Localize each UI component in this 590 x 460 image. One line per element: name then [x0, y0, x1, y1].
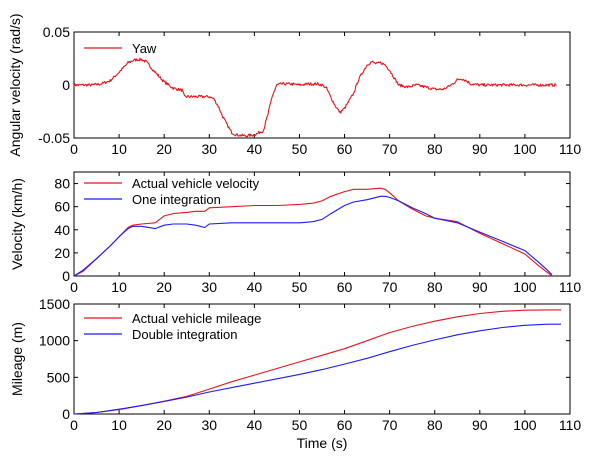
- x-tick-label: 0: [70, 141, 78, 157]
- x-tick-label: 60: [337, 141, 353, 157]
- x-tick-label: 0: [70, 279, 78, 295]
- x-tick-label: 60: [337, 417, 353, 433]
- x-tick-label: 70: [382, 141, 398, 157]
- y-tick-label: -0.05: [38, 130, 70, 146]
- series-line-2: [73, 323, 561, 415]
- panel-2: 0 10 20 30 40 50 60 70 80 90 100 110 0 20 40 60 80 Veloci…: [9, 171, 582, 295]
- x-tick-label: 90: [472, 279, 488, 295]
- x-tick-label: 100: [513, 141, 537, 157]
- x-tick-label: 80: [427, 141, 443, 157]
- x-tick-label: 100: [513, 417, 537, 433]
- x-tick-label: 50: [292, 141, 308, 157]
- y-tick-label: 0: [62, 406, 70, 422]
- axes-frame: [73, 303, 571, 415]
- series-line-1: [73, 187, 553, 277]
- y-axis-label: Angular velocity (rad/s): [7, 13, 23, 156]
- x-tick-label: 0: [70, 417, 78, 433]
- x-tick-label: 40: [247, 279, 263, 295]
- y-tick-label: 0: [62, 268, 70, 284]
- series-line-2: [73, 195, 553, 277]
- legend: Yaw: [84, 41, 157, 56]
- x-tick-label: 70: [382, 417, 398, 433]
- legend-label: Double integration: [132, 327, 238, 342]
- x-tick-label: 50: [292, 279, 308, 295]
- legend-label: One integration: [132, 192, 221, 207]
- x-tick-label: 10: [111, 417, 127, 433]
- y-axis-label: Velocity (km/h): [9, 178, 25, 270]
- y-tick-label: 20: [54, 245, 70, 261]
- y-axis-label: Mileage (m): [9, 322, 25, 396]
- legend-label: Yaw: [132, 41, 157, 56]
- y-tick-label: 80: [54, 176, 70, 192]
- x-tick-label: 110: [559, 279, 582, 295]
- legend-label: Actual vehicle mileage: [132, 311, 261, 326]
- x-tick-label: 20: [156, 279, 172, 295]
- y-tick-label: 500: [47, 369, 71, 385]
- y-tick-label: 40: [54, 222, 70, 238]
- y-tick-label: 1500: [39, 296, 70, 312]
- series-line-1: [73, 57, 557, 138]
- y-tick-label: 60: [54, 199, 70, 215]
- x-tick-label: 20: [156, 417, 172, 433]
- legend-label: Actual vehicle velocity: [132, 176, 260, 191]
- x-tick-label: 90: [472, 417, 488, 433]
- x-tick-label: 50: [292, 417, 308, 433]
- x-tick-label: 10: [111, 279, 127, 295]
- x-tick-label: 80: [427, 279, 443, 295]
- y-tick-label: 0: [62, 77, 70, 93]
- x-tick-label: 110: [559, 417, 582, 433]
- x-tick-label: 40: [247, 141, 263, 157]
- x-tick-label: 60: [337, 279, 353, 295]
- x-tick-label: 90: [472, 141, 488, 157]
- x-tick-label: 20: [156, 141, 172, 157]
- x-axis-label: Time (s): [297, 435, 348, 451]
- panel-1: 0 10 20 30 40 50 60 70 80 90 100 110-0.0500.05Angul…: [7, 13, 581, 157]
- x-tick-label: 70: [382, 279, 398, 295]
- x-tick-label: 30: [201, 141, 217, 157]
- x-tick-label: 100: [513, 279, 537, 295]
- x-tick-label: 110: [559, 141, 582, 157]
- x-tick-label: 40: [247, 417, 263, 433]
- x-tick-label: 30: [201, 279, 217, 295]
- panel-3: 0 10 20 30 40 50 60 70 80 90 100 110 0 500 1000 1500 Mil…: [9, 296, 581, 451]
- x-tick-label: 10: [111, 141, 127, 157]
- x-tick-label: 80: [427, 417, 443, 433]
- axes-frame: [73, 171, 571, 277]
- x-tick-label: 30: [201, 417, 217, 433]
- y-tick-label: 1000: [39, 333, 70, 349]
- y-tick-label: 0.05: [43, 24, 70, 40]
